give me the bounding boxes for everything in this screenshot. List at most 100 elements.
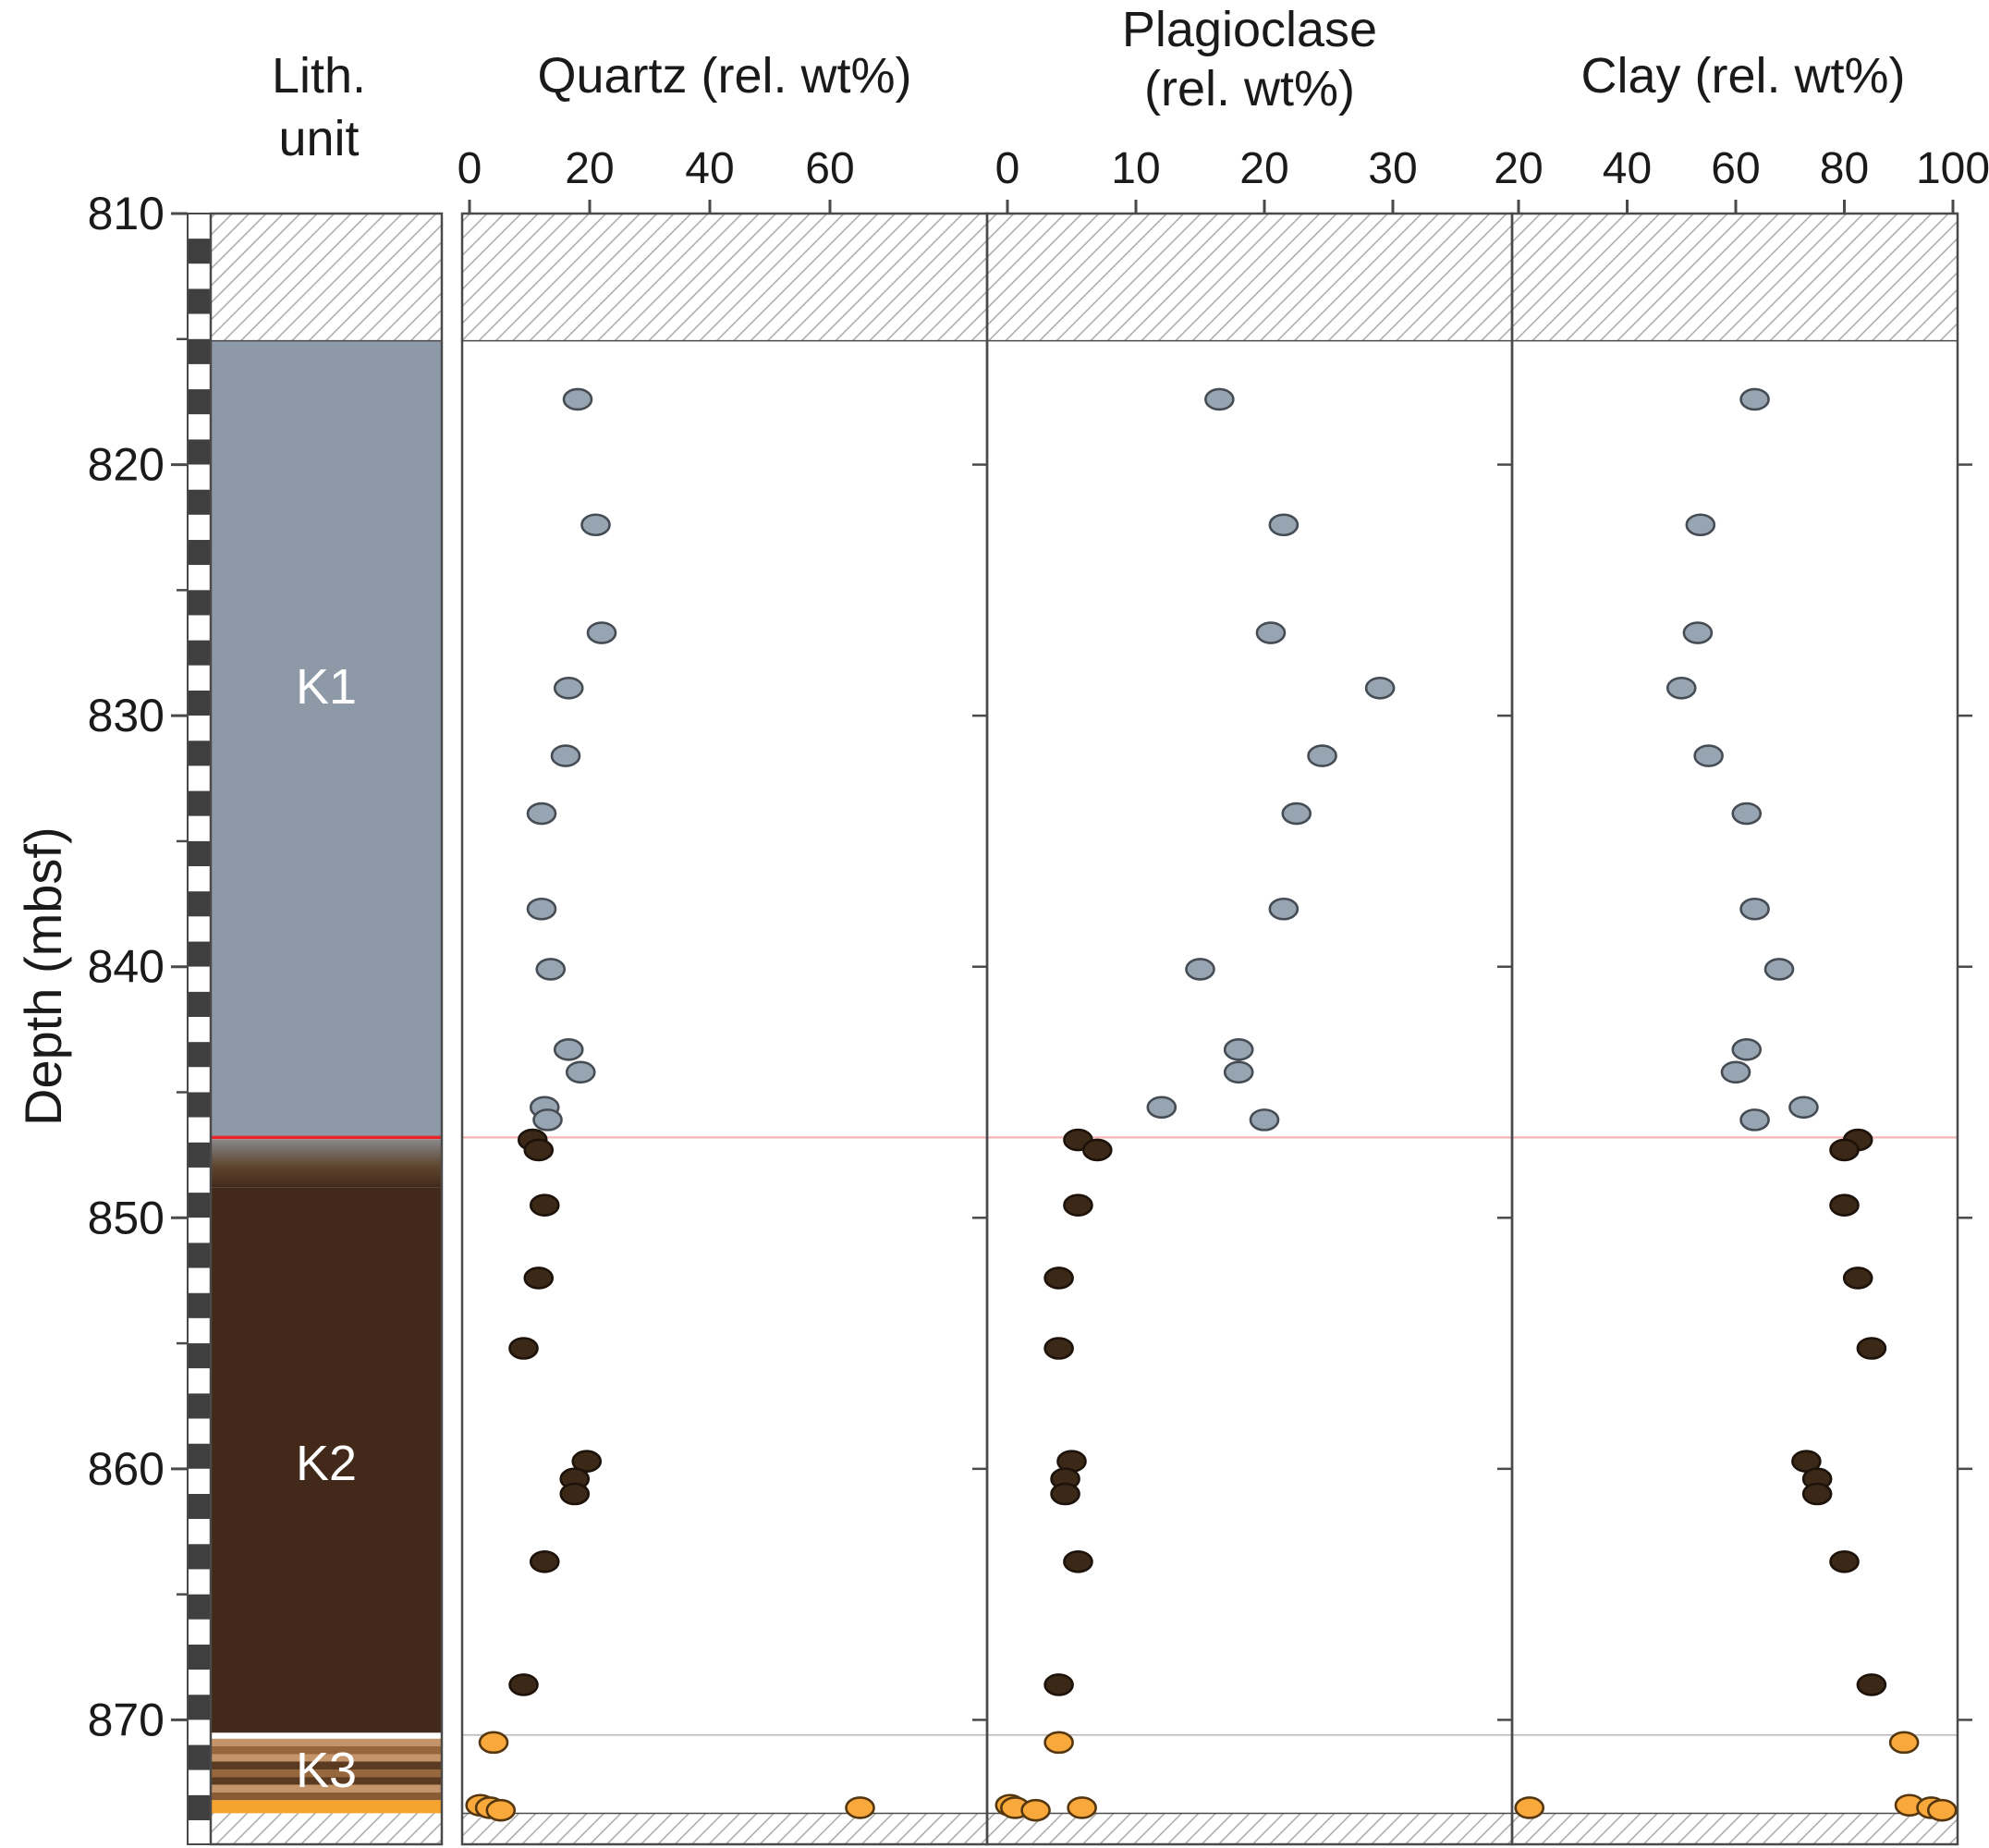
data-point-K2 [1043,1267,1074,1290]
data-point-K1 [1666,676,1697,700]
lith-unit-label-k1: K1 [295,659,358,715]
data-point-K1 [550,744,581,767]
data-point-K1 [532,1108,563,1132]
data-point-K1 [1307,744,1337,767]
data-point-K3 [1514,1796,1545,1819]
svg-text:20: 20 [1239,144,1288,193]
svg-text:80: 80 [1820,144,1869,193]
svg-text:100: 100 [1916,144,1989,193]
data-point-K2 [1063,1193,1093,1218]
data-point-K1 [1739,387,1770,411]
data-point-K2 [1082,1138,1113,1162]
quartz-axis-title: Quartz (rel. wt%) [537,48,912,104]
data-point-K1 [1268,897,1300,921]
svg-text:810: 810 [88,188,165,239]
svg-text:30: 30 [1368,144,1417,193]
data-point-K1 [1249,1108,1280,1132]
data-point-K1 [553,1038,584,1061]
data-point-K1 [1685,513,1716,537]
data-point-K1 [1223,1060,1254,1084]
data-point-K2 [1043,1337,1074,1360]
data-point-K1 [1204,387,1235,411]
data-point-K1 [1268,513,1300,537]
svg-text:860: 860 [88,1443,165,1495]
data-point-K1 [1739,1108,1770,1132]
data-point-K2 [1856,1337,1887,1360]
data-point-K2 [1856,1673,1887,1696]
data-point-K1 [565,1060,596,1084]
data-point-K1 [1720,1060,1751,1084]
svg-text:10: 10 [1111,144,1160,193]
data-point-K3 [1926,1798,1958,1822]
data-point-K2 [508,1337,539,1360]
panel-reference-lines [462,1136,1958,1736]
lith-unit-label-k2: K2 [295,1436,358,1491]
depth-axis: 810 820 830 840 850 860 870 [88,188,188,1745]
lithology-column [209,212,444,1846]
data-point-K1 [1693,744,1724,767]
data-point-K3 [1067,1796,1097,1819]
data-point-K1 [535,958,567,981]
plagioclase-panel: 0 10 20 30 [987,144,1512,1844]
data-point-K2 [1829,1193,1860,1218]
data-point-K3 [1020,1798,1051,1822]
quartz-panel: 0 20 40 60 [458,144,987,1844]
data-point-K1 [553,676,584,700]
series-K2-points [508,1128,1887,1696]
data-point-K2 [1043,1673,1074,1696]
data-point-K3 [845,1796,875,1819]
series-K1-points [526,387,1819,1132]
data-point-K1 [1185,958,1215,981]
data-point-K1 [1739,897,1770,921]
lith-unit-label-k3: K3 [295,1743,358,1798]
data-point-K2 [523,1138,555,1162]
data-point-K2 [1801,1482,1833,1506]
lith-unit-column-title-line1: Lith. [271,48,367,104]
data-point-K3 [485,1798,517,1822]
data-point-K2 [571,1450,603,1474]
clay-axis-title: Clay (rel. wt%) [1580,48,1906,104]
data-point-K1 [1788,1095,1819,1120]
data-point-K2 [1063,1550,1093,1573]
data-point-K1 [1682,621,1714,644]
data-point-K1 [1255,621,1287,644]
data-point-K1 [1763,958,1795,981]
svg-text:870: 870 [88,1694,165,1745]
data-point-K2 [529,1550,560,1573]
data-point-K2 [1842,1267,1873,1290]
data-point-K1 [586,621,617,644]
data-point-K1 [1146,1095,1178,1120]
svg-text:20: 20 [1494,144,1543,193]
data-point-K1 [1281,802,1312,826]
svg-text:850: 850 [88,1192,165,1243]
svg-text:0: 0 [458,144,482,193]
series-K3-points [465,1731,1958,1822]
svg-text:0: 0 [995,144,1020,193]
data-point-K3 [1888,1731,1920,1755]
data-point-K3 [478,1731,509,1755]
data-point-K2 [1829,1138,1860,1162]
data-point-K2 [1050,1482,1080,1506]
panel-borders [460,212,1959,1846]
data-point-K2 [523,1267,555,1290]
svg-text:820: 820 [88,439,165,491]
data-point-K1 [580,513,611,537]
data-point-K1 [562,387,593,411]
plagioclase-axis-title-line1: Plagioclase [1121,2,1378,57]
data-point-K1 [1731,1038,1763,1061]
svg-text:20: 20 [565,144,614,193]
lith-unit-column-title-line2: unit [278,111,360,166]
data-point-K1 [1364,676,1396,700]
data-point-K1 [526,802,557,826]
data-point-K2 [1829,1550,1860,1573]
data-point-K2 [508,1673,539,1696]
clay-panel: 20 40 60 80 100 [1494,144,1989,1844]
svg-text:40: 40 [685,144,734,193]
plagioclase-axis-title-line2: (rel. wt%) [1144,61,1355,116]
data-point-K2 [559,1482,591,1506]
svg-text:60: 60 [1711,144,1760,193]
svg-text:840: 840 [88,941,165,993]
svg-text:40: 40 [1603,144,1652,193]
svg-text:830: 830 [88,690,165,741]
